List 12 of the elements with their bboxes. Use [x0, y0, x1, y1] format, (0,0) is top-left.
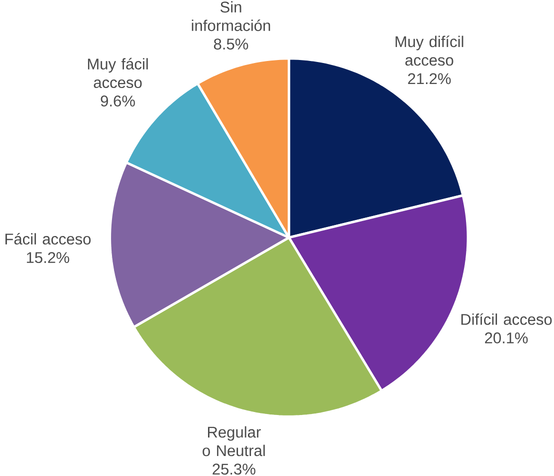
slice-label: Difícil acceso: [461, 313, 552, 325]
data-label: 9.6%: [100, 96, 135, 107]
slice-label: Muy fácil acceso: [88, 58, 148, 88]
slice-label: Regular o Neutral: [202, 426, 265, 456]
data-label: 20.1%: [485, 332, 528, 344]
slice-label: Muy difícil acceso: [396, 36, 464, 66]
data-label: 21.2%: [408, 73, 451, 84]
slice-label: Fácil acceso: [5, 233, 91, 245]
data-label: 15.2%: [26, 252, 70, 264]
data-label: 25.3%: [212, 464, 256, 475]
slice-label: Sin información: [192, 1, 270, 32]
data-label: 8.5%: [214, 38, 248, 50]
